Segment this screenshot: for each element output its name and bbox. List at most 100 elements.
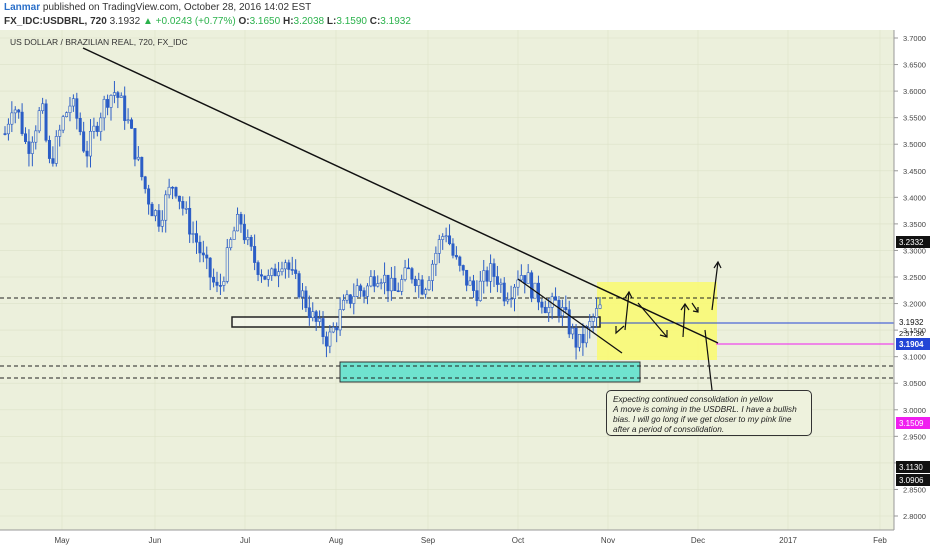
time-tick-label: Nov: [601, 536, 615, 545]
candle-body: [376, 283, 380, 287]
label-3-1932: 3.1932: [899, 318, 924, 327]
candle-body: [595, 308, 599, 318]
candle-body: [249, 236, 253, 247]
candle-body: [485, 270, 489, 282]
candle-body: [181, 201, 185, 209]
candle-body: [577, 333, 581, 348]
candle-body: [495, 276, 499, 285]
candle-body: [54, 136, 58, 164]
candle-body: [492, 263, 496, 277]
candle-body: [297, 273, 301, 298]
header-bar: Lanmar published on TradingView.com, Oct…: [0, 0, 932, 30]
candles: [3, 81, 602, 360]
candle-body: [92, 125, 96, 132]
candle-body: [239, 214, 243, 225]
candle-body: [47, 139, 51, 159]
time-tick-label: Oct: [512, 536, 525, 545]
candle-body: [51, 158, 55, 164]
support-zone: [339, 361, 641, 383]
candle-body: [266, 275, 270, 280]
price-chart[interactable]: US DOLLAR / BRAZILIAN REAL, 720, FX_IDC …: [0, 30, 932, 550]
candle-body: [212, 276, 216, 283]
author-name[interactable]: Lanmar: [4, 2, 41, 13]
label-3-1509: 3.1509: [899, 419, 924, 428]
candle-body: [547, 307, 551, 314]
minor-downtrend-line: [517, 278, 623, 354]
candle-body: [540, 301, 544, 308]
candle-body: [300, 290, 304, 298]
candle-body: [304, 290, 308, 309]
candle-body: [229, 239, 233, 249]
candle-body: [27, 141, 31, 154]
price-tick-label: 2.8000: [903, 512, 926, 521]
candle-body: [78, 118, 82, 133]
arrow-down-2-head: [659, 330, 668, 338]
candle-body: [71, 98, 75, 107]
price-tick-label: 3.5500: [903, 114, 926, 123]
candle-body: [283, 262, 287, 270]
candle-body: [112, 92, 116, 96]
candle-body: [191, 233, 195, 235]
candle-body: [126, 119, 130, 122]
candle-body: [386, 274, 390, 292]
candle-body: [147, 188, 151, 205]
candle-body: [362, 290, 366, 297]
candle-body: [106, 99, 110, 108]
candle-body: [30, 141, 34, 154]
candle-body: [396, 290, 400, 293]
candle-body: [246, 236, 250, 241]
candle-body: [198, 241, 202, 254]
chart-background: [0, 30, 894, 530]
price-axis[interactable]: [894, 30, 932, 530]
candle-body: [383, 274, 387, 283]
candle-body: [407, 267, 411, 270]
price-change: ▲ +0.0243 (+0.77%): [142, 16, 236, 27]
candle-body: [509, 298, 513, 301]
candle-body: [201, 252, 205, 256]
label-bg-3-1509: [896, 417, 930, 429]
label-3-1904: 3.1904: [899, 340, 924, 349]
candle-body: [188, 208, 192, 235]
candle-body: [311, 311, 315, 318]
candle-body: [314, 311, 318, 322]
candle-body: [554, 296, 558, 301]
candle-body: [222, 281, 226, 286]
candle-body: [208, 257, 212, 278]
candle-body: [75, 98, 79, 119]
low-label: L:: [326, 16, 337, 27]
candle-body: [273, 268, 277, 277]
candle-body: [372, 276, 376, 287]
candle-body: [478, 280, 482, 301]
candle-body: [567, 309, 571, 335]
candle-body: [184, 208, 188, 210]
open-value: 3.1650: [249, 16, 281, 27]
price-tick-label: 3.0000: [903, 406, 926, 415]
high-value: 3.2038: [293, 16, 325, 27]
candle-body: [37, 110, 41, 132]
candle-body: [530, 272, 534, 299]
note-pointer: [704, 329, 713, 391]
candle-body: [588, 321, 592, 328]
candle-body: [3, 133, 7, 135]
price-tick-label: 3.5000: [903, 140, 926, 149]
candle-body: [174, 187, 178, 197]
label-bg-3-1904: [896, 338, 930, 350]
candle-body: [82, 131, 86, 152]
candle-body: [6, 123, 10, 135]
candle-body: [160, 219, 164, 227]
label-countdown: 2:57:36: [899, 329, 924, 338]
candle-body: [519, 275, 523, 281]
time-axis[interactable]: [0, 530, 932, 550]
candle-body: [400, 279, 404, 292]
chart-title: US DOLLAR / BRAZILIAN REAL, 720, FX_IDC: [10, 37, 188, 47]
arrow-down-3-head: [692, 307, 699, 313]
candle-body: [516, 279, 520, 288]
candle-body: [157, 210, 161, 227]
arrow-up-3: [711, 261, 719, 311]
label-bg-3-2332: [896, 236, 930, 248]
candle-body: [153, 210, 157, 217]
candle-body: [280, 268, 284, 273]
candle-body: [85, 150, 89, 157]
price-tick-label: 3.4000: [903, 193, 926, 202]
candle-body: [143, 176, 147, 190]
